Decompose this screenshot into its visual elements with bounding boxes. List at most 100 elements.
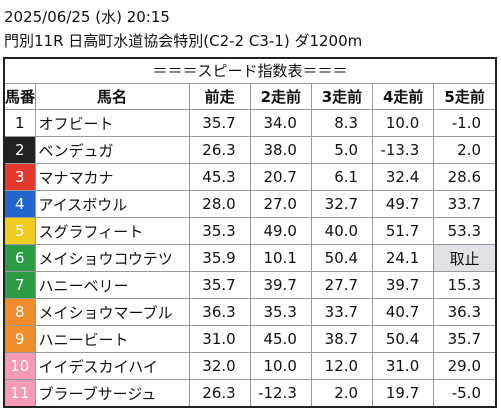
- horse-name: スグラフィート: [34, 217, 190, 245]
- speed-index: 38.0: [249, 136, 312, 164]
- header-row: 馬番 馬名 前走 2走前 3走前 4走前 5走前: [5, 84, 495, 110]
- horse-number: 9: [5, 325, 36, 353]
- speed-index: 39.7: [249, 271, 312, 299]
- horse-name: ブラーブサージュ: [34, 379, 190, 406]
- horse-number: 11: [5, 379, 36, 406]
- table-row: 4 アイスボウル 28.0 27.0 32.7 49.7 33.7: [5, 190, 495, 218]
- horse-number: 2: [5, 136, 36, 164]
- speed-index: 39.7: [372, 271, 435, 299]
- speed-table: ＝＝＝スピード指数表＝＝＝ 馬番 馬名 前走 2走前 3走前 4走前 5走前 1 オフビート 3…: [3, 57, 497, 408]
- speed-index: -5.0: [433, 379, 495, 406]
- speed-index: 27.0: [249, 190, 312, 218]
- speed-index: 29.0: [433, 352, 495, 380]
- horse-number: 7: [5, 271, 36, 299]
- speed-index: 50.4: [310, 244, 374, 272]
- speed-index: 40.7: [372, 298, 435, 326]
- horse-number: 6: [5, 244, 36, 272]
- speed-index: 19.7: [372, 379, 435, 406]
- speed-index: 45.0: [249, 325, 312, 353]
- speed-index: 45.3: [188, 163, 251, 191]
- horse-name: メイショウコウテツ: [34, 244, 190, 272]
- column-header: 前走: [188, 84, 251, 110]
- speed-index: 取止: [433, 244, 495, 272]
- speed-index: 10.0: [249, 352, 312, 380]
- speed-index: 32.0: [188, 352, 251, 380]
- speed-index: 49.7: [372, 190, 435, 218]
- table: 馬番 馬名 前走 2走前 3走前 4走前 5走前 1 オフビート 35.7 34.0 8.3 10.0…: [5, 84, 495, 406]
- speed-index: 32.7: [310, 190, 374, 218]
- table-title: ＝＝＝スピード指数表＝＝＝: [5, 59, 495, 84]
- table-row: 10 イイデスカイハイ 32.0 10.0 12.0 31.0 29.0: [5, 352, 495, 380]
- speed-index: 6.1: [310, 163, 374, 191]
- speed-index: 35.9: [188, 244, 251, 272]
- column-header: 4走前: [372, 84, 435, 110]
- column-header: 2走前: [249, 84, 312, 110]
- speed-index: 33.7: [310, 298, 374, 326]
- horse-number: 4: [5, 190, 36, 218]
- speed-index: 28.6: [433, 163, 495, 191]
- table-row: 7 ハニーベリー 35.7 39.7 27.7 39.7 15.3: [5, 271, 495, 299]
- speed-index: 26.3: [188, 136, 251, 164]
- speed-index: 50.4: [372, 325, 435, 353]
- speed-index: 35.7: [188, 271, 251, 299]
- speed-index: 35.7: [188, 109, 251, 137]
- speed-index: 10.1: [249, 244, 312, 272]
- horse-name: アイスボウル: [34, 190, 190, 218]
- horse-name: ベンデュガ: [34, 136, 190, 164]
- speed-index: 31.0: [188, 325, 251, 353]
- column-header: 馬名: [34, 84, 190, 110]
- horse-name: イイデスカイハイ: [34, 352, 190, 380]
- speed-index: 32.4: [372, 163, 435, 191]
- speed-index: -12.3: [249, 379, 312, 406]
- horse-name: マナマカナ: [34, 163, 190, 191]
- speed-index: 31.0: [372, 352, 435, 380]
- speed-index: 40.0: [310, 217, 374, 245]
- speed-index: 33.7: [433, 190, 495, 218]
- speed-index: 36.3: [188, 298, 251, 326]
- table-row: 9 ハニービート 31.0 45.0 38.7 50.4 35.7: [5, 325, 495, 353]
- horse-number: 10: [5, 352, 36, 380]
- horse-number: 3: [5, 163, 36, 191]
- speed-index: 2.0: [310, 379, 374, 406]
- column-header: 3走前: [310, 84, 374, 110]
- horse-name: ハニービート: [34, 325, 190, 353]
- table-row: 11 ブラーブサージュ 26.3 -12.3 2.0 19.7 -5.0: [5, 379, 495, 406]
- horse-name: ハニーベリー: [34, 271, 190, 299]
- column-header: 5走前: [433, 84, 495, 110]
- speed-index: 53.3: [433, 217, 495, 245]
- speed-index: 28.0: [188, 190, 251, 218]
- table-row: 5 スグラフィート 35.3 49.0 40.0 51.7 53.3: [5, 217, 495, 245]
- speed-index: 27.7: [310, 271, 374, 299]
- horse-number: 5: [5, 217, 36, 245]
- speed-index: 5.0: [310, 136, 374, 164]
- speed-index: 49.0: [249, 217, 312, 245]
- speed-index: 15.3: [433, 271, 495, 299]
- speed-index: 20.7: [249, 163, 312, 191]
- speed-index: 51.7: [372, 217, 435, 245]
- speed-index: 26.3: [188, 379, 251, 406]
- speed-index: 35.3: [249, 298, 312, 326]
- horse-name: オフビート: [34, 109, 190, 137]
- speed-index: -13.3: [372, 136, 435, 164]
- horse-number: 1: [5, 109, 36, 137]
- speed-index: 35.3: [188, 217, 251, 245]
- column-header: 馬番: [5, 84, 36, 110]
- speed-index: 34.0: [249, 109, 312, 137]
- speed-index: 10.0: [372, 109, 435, 137]
- speed-index: 35.7: [433, 325, 495, 353]
- table-row: 1 オフビート 35.7 34.0 8.3 10.0 -1.0: [5, 109, 495, 137]
- speed-index: -1.0: [433, 109, 495, 137]
- table-row: 8 メイショウマーブル 36.3 35.3 33.7 40.7 36.3: [5, 298, 495, 326]
- table-row: 2 ベンデュガ 26.3 38.0 5.0 -13.3 2.0: [5, 136, 495, 164]
- speed-index: 38.7: [310, 325, 374, 353]
- race-info: 門別11R 日高町水道協会特別(C2-2 C3-1) ダ1200m: [4, 32, 363, 50]
- speed-index: 2.0: [433, 136, 495, 164]
- horse-name: メイショウマーブル: [34, 298, 190, 326]
- speed-index: 24.1: [372, 244, 435, 272]
- speed-index: 8.3: [310, 109, 374, 137]
- datetime: 2025/06/25 (水) 20:15: [4, 8, 170, 26]
- horse-number: 8: [5, 298, 36, 326]
- speed-index: 12.0: [310, 352, 374, 380]
- table-row: 3 マナマカナ 45.3 20.7 6.1 32.4 28.6: [5, 163, 495, 191]
